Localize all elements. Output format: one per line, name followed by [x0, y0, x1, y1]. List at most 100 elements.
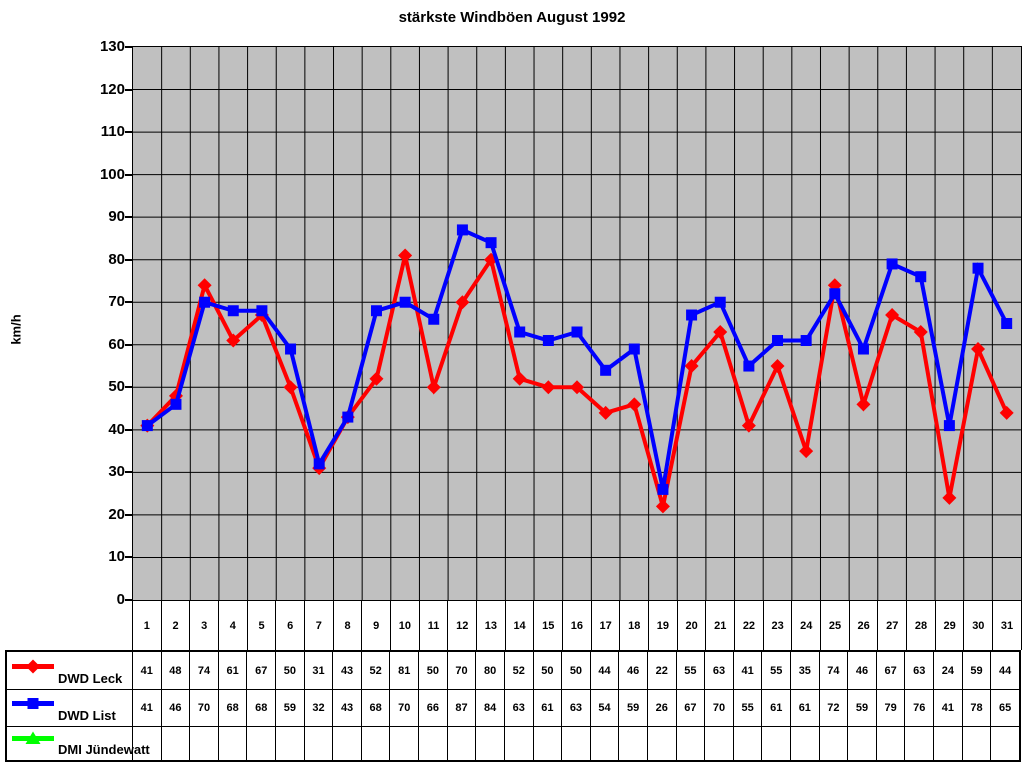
legend-label: DWD Leck: [58, 671, 123, 687]
data-point-marker: [915, 271, 927, 283]
data-point-marker: [455, 295, 470, 310]
triangle-marker-icon: [12, 731, 54, 745]
y-tick-mark: [125, 599, 132, 601]
value-cell: [848, 726, 877, 760]
day-cell: 18: [620, 601, 650, 650]
value-cell: [534, 726, 563, 760]
data-point-marker: [829, 288, 841, 300]
day-cell: 11: [420, 601, 449, 650]
value-cell: 65: [998, 701, 1012, 714]
day-cell: 21: [706, 601, 736, 650]
y-tick-label: 80: [108, 250, 125, 268]
value-cell: [762, 726, 792, 760]
value-cell: [419, 726, 448, 760]
value-cell: 67: [247, 652, 277, 690]
value-cell: 46: [848, 652, 877, 690]
day-cell: 6: [276, 601, 306, 650]
data-point-marker: [542, 335, 554, 347]
y-tick-label: 110: [100, 123, 125, 141]
day-cell: 12: [448, 601, 478, 650]
value-cell: 70: [190, 690, 219, 726]
value-cell: 52: [505, 652, 534, 690]
y-tick-label: 60: [108, 335, 125, 353]
day-cell: 10: [391, 601, 420, 650]
day-cell: 19: [649, 601, 678, 650]
value-cell: 78: [963, 690, 992, 726]
value-cell: [247, 726, 277, 760]
value-cell: 22: [648, 652, 677, 690]
value-cell: [677, 726, 706, 760]
value-cell: 44: [998, 664, 1012, 677]
value-cell: 70: [390, 690, 420, 726]
value-cell: [305, 726, 334, 760]
value-cell: 41: [133, 690, 162, 726]
data-point-marker: [856, 397, 871, 412]
chart-title: stärkste Windböen August 1992: [398, 9, 626, 26]
value-cell: 55: [734, 690, 763, 726]
data-point-marker: [170, 398, 182, 410]
data-point-marker: [972, 262, 984, 274]
y-tick-mark: [125, 173, 132, 176]
y-tick-mark: [125, 301, 132, 304]
value-cell: 50: [276, 652, 305, 690]
y-tick-mark: [125, 131, 132, 134]
data-point-marker: [428, 313, 440, 325]
y-tick-mark: [125, 556, 132, 559]
day-cell: 4: [219, 601, 248, 650]
value-cell: 61: [219, 652, 248, 690]
day-cell: 20: [678, 601, 707, 650]
value-cell: 70: [448, 652, 477, 690]
value-cell: 31: [305, 652, 334, 690]
value-cell: 52: [362, 652, 391, 690]
value-cell: [591, 726, 620, 760]
value-cell: 67: [877, 652, 906, 690]
day-cell: 7: [305, 601, 334, 650]
value-cell: 63: [562, 690, 591, 726]
y-tick-mark: [125, 428, 132, 431]
data-point-marker: [628, 343, 640, 355]
plot-area: [132, 46, 1022, 601]
data-point-marker: [514, 326, 526, 338]
value-cell: 61: [534, 690, 563, 726]
chart-canvas: [133, 47, 1021, 600]
y-tick-mark: [125, 258, 132, 261]
value-cell: 35: [791, 652, 820, 690]
table-row-dmi-jündewatt: DMI Jündewatt: [7, 726, 1019, 760]
data-point-marker: [971, 342, 986, 357]
value-cell: 54: [591, 690, 620, 726]
value-cell: 55: [677, 652, 706, 690]
data-point-marker: [713, 325, 728, 340]
y-tick-label: 40: [108, 420, 125, 438]
value-cell: 32: [305, 690, 334, 726]
data-point-marker: [772, 335, 784, 347]
data-point-marker: [456, 224, 468, 236]
day-header-row: 1 2 3 4 5 6 7 8 9 10 11 12 13 14 15 16 17 18 19 20 21 22 23 24 2…: [132, 601, 1022, 650]
y-axis-label: km/h: [8, 314, 24, 345]
data-point-marker: [398, 248, 413, 263]
value-cell: 66: [419, 690, 448, 726]
value-cell: [905, 726, 935, 760]
day-cell: 15: [534, 601, 564, 650]
value-cell: [476, 726, 505, 760]
value-cell: [219, 726, 248, 760]
value-cell: [505, 726, 534, 760]
value-cell: 61: [762, 690, 792, 726]
data-point-marker: [714, 296, 726, 308]
value-cell: 72: [820, 690, 849, 726]
value-cell: [705, 726, 734, 760]
value-cell: 87: [448, 690, 477, 726]
legend-key-icon: [10, 693, 56, 718]
data-point-marker: [800, 335, 812, 347]
legend-key-icon: [10, 729, 56, 754]
data-point-marker: [913, 325, 928, 340]
data-point-marker: [1001, 318, 1013, 329]
value-cell: [991, 727, 1019, 760]
value-cell: 81: [390, 652, 420, 690]
data-point-marker: [426, 380, 441, 395]
value-cell: [791, 726, 820, 760]
data-point-marker: [799, 444, 814, 459]
day-cell: 5: [248, 601, 277, 650]
day-cell: 23: [764, 601, 793, 650]
value-cell: 55: [762, 652, 792, 690]
square-marker-icon: [12, 697, 54, 709]
